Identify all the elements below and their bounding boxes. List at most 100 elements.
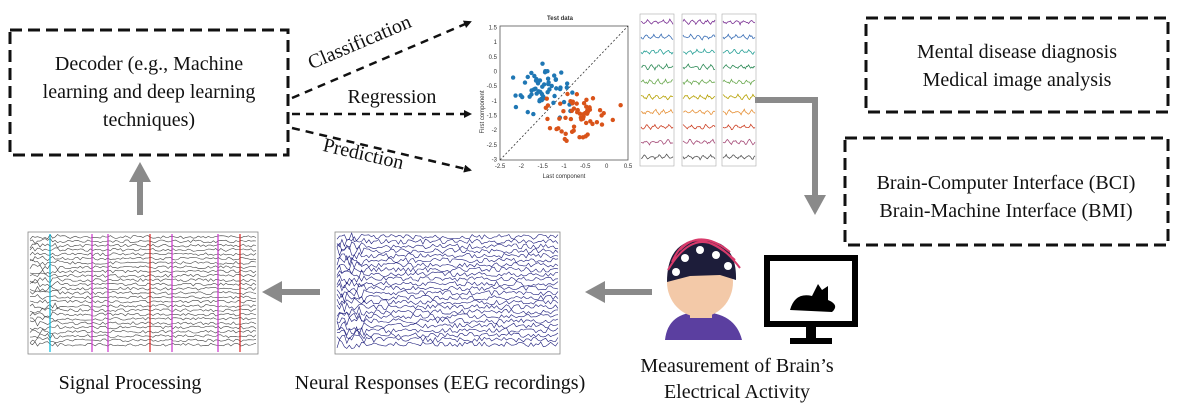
trace: [336, 236, 559, 248]
trace: [336, 241, 559, 252]
scatter-dot: [597, 107, 603, 113]
scatter-dot: [531, 111, 536, 117]
scatter-dot: [563, 115, 568, 120]
scatter-dot: [525, 74, 530, 80]
trace: [336, 334, 559, 345]
panel-trace: [640, 48, 674, 55]
scatter-dot: [577, 135, 582, 140]
scatter-dot: [522, 80, 528, 85]
scatter-dot: [545, 103, 551, 108]
scatter-dot: [574, 101, 579, 106]
scatter-dot: [590, 96, 596, 101]
y-tick-label: -3: [492, 158, 498, 164]
scatter-dot: [570, 101, 575, 106]
measurement-text: Measurement of Brain’s: [640, 355, 833, 377]
panel-trace: [722, 33, 756, 40]
x-tick-label: -2.5: [495, 164, 506, 170]
x-tick-label: 0: [605, 164, 609, 170]
trace: [336, 232, 559, 242]
scatter-dot: [571, 124, 577, 129]
scatter-dot: [519, 94, 525, 100]
scatter-dot: [554, 86, 559, 91]
scatter-dot: [564, 81, 570, 86]
panel-trace: [722, 123, 756, 131]
application-text: Brain-Machine Interface (BMI): [879, 200, 1132, 222]
trace: [336, 311, 559, 322]
scatter-dot: [533, 78, 539, 83]
y-tick-label: -1: [492, 99, 498, 105]
application-text: Medical image analysis: [923, 69, 1112, 91]
panel-trace: [722, 108, 756, 116]
panel-trace: [722, 20, 756, 26]
scatter-dot: [561, 99, 567, 105]
scatter-dot: [571, 128, 576, 133]
scatter-dot: [574, 92, 580, 97]
panel-trace: [682, 33, 716, 41]
trace: [336, 282, 559, 293]
trace: [336, 339, 559, 349]
eeg-traces: [336, 232, 559, 349]
panel-trace: [682, 153, 716, 161]
diagonal: [499, 25, 629, 161]
waveform-panels: [639, 13, 757, 167]
trace: [336, 273, 559, 285]
scatter-dot: [558, 101, 563, 106]
scatter-dot: [513, 104, 519, 110]
scatter-dot: [545, 89, 550, 95]
trace: [336, 305, 559, 317]
panel-trace: [722, 138, 756, 146]
x-tick-label: 0.5: [624, 164, 633, 170]
trace: [336, 260, 559, 271]
trace: [336, 268, 559, 278]
panel-trace: [640, 18, 674, 25]
scatter-dot: [549, 83, 554, 89]
scatter-dot: [563, 131, 568, 136]
scatter-dot: [568, 116, 574, 122]
x-tick-label: -2: [519, 164, 525, 170]
panel-trace: [682, 48, 716, 55]
arrow: [291, 126, 472, 173]
panel-trace: [640, 93, 674, 101]
scatter-title: Test data: [547, 16, 574, 22]
scatter-dot: [585, 132, 590, 137]
scatter-dot: [584, 104, 589, 109]
panel-trace: [640, 63, 674, 71]
x-tick-label: -1: [561, 164, 567, 170]
scatter-dot: [546, 81, 551, 87]
arrow: [291, 20, 472, 100]
panel-trace: [682, 18, 716, 26]
panel-trace: [640, 78, 674, 85]
panel-trace: [682, 109, 716, 115]
scatter-dot: [601, 110, 606, 116]
neural-label: Neural Responses (EEG recordings): [295, 372, 585, 394]
panel-trace: [722, 78, 756, 86]
scatter-dot: [570, 90, 575, 95]
trace: [336, 252, 559, 262]
scatter-dot: [544, 96, 550, 101]
y-tick-label: -2.5: [487, 143, 498, 149]
trace: [336, 302, 559, 313]
axis-label: Last component: [543, 174, 586, 180]
panel-trace: [722, 93, 756, 101]
trace: [336, 278, 559, 289]
task-label: Regression: [348, 86, 437, 108]
plot-frame: [499, 25, 629, 161]
scatter-dot: [539, 91, 545, 97]
trace: [337, 329, 559, 340]
panel-trace: [682, 123, 716, 130]
panel-trace: [640, 123, 674, 131]
monitor-icon: [764, 255, 858, 344]
y-tick-label: 0: [494, 70, 498, 76]
panel-trace: [682, 63, 716, 71]
scatter-dot: [580, 116, 586, 121]
scatter-dot: [559, 70, 564, 75]
application-text: Mental disease diagnosis: [917, 41, 1117, 63]
panel: [721, 13, 757, 167]
trace: [336, 254, 559, 267]
scatter-dot: [580, 135, 586, 140]
scatter-dot: [610, 117, 615, 123]
scatter-dot: [529, 70, 534, 76]
scatter-dot: [536, 89, 541, 94]
trace: [336, 297, 559, 306]
trace: [336, 289, 559, 299]
